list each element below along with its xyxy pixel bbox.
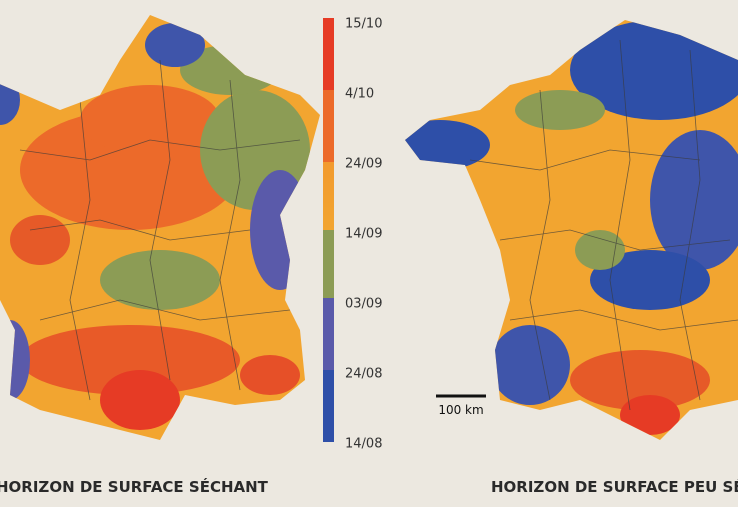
legend-label: 24/09 — [345, 157, 382, 172]
legend-bar — [323, 18, 334, 442]
legend-label: 4/10 — [345, 87, 374, 102]
legend-label: 24/08 — [345, 367, 382, 382]
map-title: HORIZON DE SURFACE PEU SÉC — [491, 477, 738, 496]
legend-label: 03/09 — [345, 297, 382, 312]
legend-label: 14/08 — [345, 437, 382, 452]
map-drying — [0, 15, 320, 440]
legend: 15/10 4/10 24/09 14/09 03/09 24/08 14/08 — [345, 17, 382, 452]
legend-label: 14/09 — [345, 227, 382, 242]
legend-label: 15/10 — [345, 17, 382, 32]
scale-label: 100 km — [438, 403, 483, 417]
map-title: HORIZON DE SURFACE SÉCHANT — [0, 477, 269, 496]
map-slight-drying — [405, 20, 738, 440]
